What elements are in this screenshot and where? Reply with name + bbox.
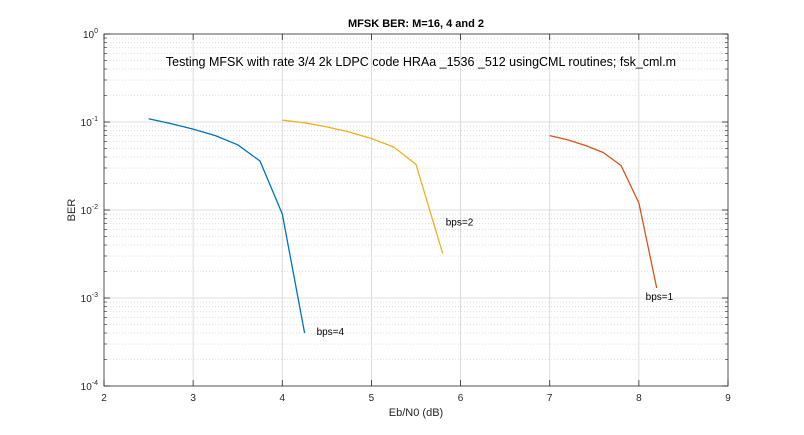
y-tick-label: 100 <box>83 28 98 41</box>
series-line-bps=4 <box>148 118 306 334</box>
series-labels: bps=4 bps=2 bps=1 <box>317 218 674 338</box>
x-tick-label: 7 <box>547 393 553 404</box>
y-axis-label: BER <box>66 199 78 222</box>
y-tick-label: 10-2 <box>81 204 98 217</box>
axis-ticks: 10-4 10-3 10-2 10-1 100 2 3 4 5 6 7 8 9 <box>81 28 732 404</box>
series-label: bps=4 <box>317 327 345 338</box>
x-tick-label: 2 <box>101 393 107 404</box>
series-lines <box>148 118 658 334</box>
series-line-bps=2 <box>282 119 444 254</box>
x-tick-label: 6 <box>458 393 464 404</box>
x-tick-label: 8 <box>636 393 642 404</box>
grid <box>104 34 728 386</box>
y-tick-label: 10-1 <box>81 116 98 129</box>
x-axis-label: Eb/N0 (dB) <box>389 407 443 419</box>
series-line-bps=1 <box>549 134 658 289</box>
series-label: bps=2 <box>446 218 474 229</box>
x-tick-label: 9 <box>725 393 731 404</box>
x-tick-label: 3 <box>190 393 196 404</box>
chart-annotation: Testing MFSK with rate 3/4 2k LDPC code … <box>166 55 676 69</box>
y-tick-label: 10-3 <box>81 292 98 305</box>
y-tick-label: 10-4 <box>81 380 98 393</box>
x-tick-label: 5 <box>369 393 375 404</box>
series-label: bps=1 <box>646 292 674 303</box>
x-tick-label: 4 <box>280 393 286 404</box>
chart-title: MFSK BER: M=16, 4 and 2 <box>348 18 484 30</box>
